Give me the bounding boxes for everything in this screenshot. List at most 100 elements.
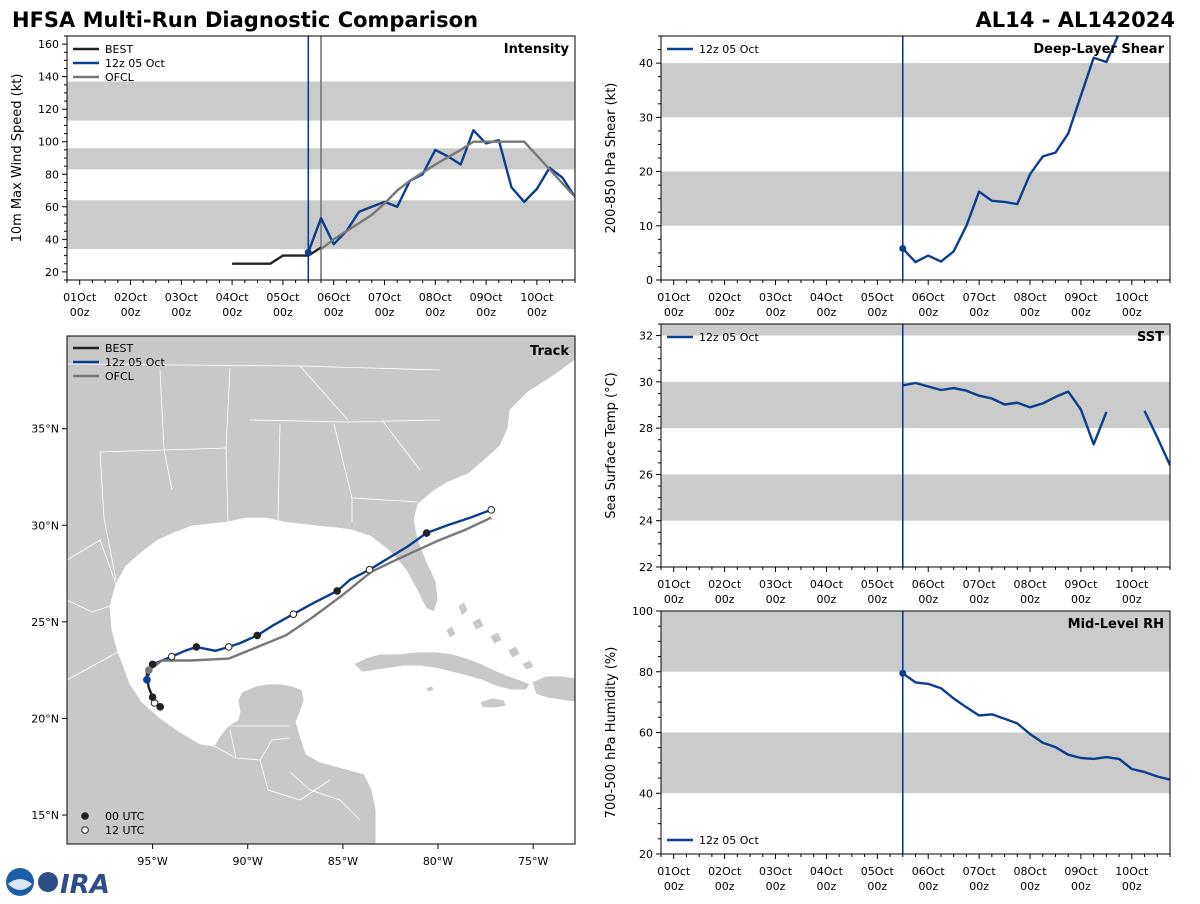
track-lat-label: 30°N (31, 519, 59, 532)
intensity-xtick-label-hour: 00z (425, 306, 445, 319)
rh-ytick-label: 20 (639, 848, 653, 861)
rh-xtick-label-date: 03Oct (759, 865, 793, 878)
track-marker-legend-label: 00 UTC (105, 810, 145, 823)
sst-ytick-label: 26 (639, 468, 653, 481)
intensity-xtick-label-date: 07Oct (368, 291, 402, 304)
intensity-series-2 (320, 140, 575, 251)
track-lon-label: 75°W (518, 855, 548, 868)
track-marker-00utc (333, 587, 341, 595)
intensity-series-0 (232, 246, 322, 265)
intensity-legend-label: BEST (105, 43, 133, 56)
shear-xtick-label-hour: 00z (867, 306, 887, 319)
shear-xtick-label-hour: 00z (817, 306, 837, 319)
land-jamaica (479, 697, 507, 709)
rh-title: Mid-Level RH (1068, 617, 1164, 632)
track-marker-00utc (422, 529, 431, 537)
sst-panel: 22 24 26 28 30 32 01Oct 00z 02Oct 00z 03Oct 00z 04Oc… (604, 323, 1171, 606)
cira-logo: IRA (6, 868, 110, 900)
sst-xtick-label-date: 01Oct (657, 578, 691, 591)
shear-xtick-label-hour: 00z (1122, 306, 1142, 319)
shear-xtick-label-hour: 00z (969, 306, 989, 319)
sst-xtick-label-date: 04Oct (810, 578, 844, 591)
sst-xtick-label-date: 05Oct (861, 578, 895, 591)
sst-ytick-label: 28 (639, 422, 653, 435)
sst-ytick-label: 32 (639, 330, 653, 343)
track-legend-label: 12z 05 Oct (105, 356, 165, 369)
sst-xtick-label-date: 02Oct (708, 578, 742, 591)
track-start-marker (143, 676, 151, 684)
intensity-xtick-label-hour: 00z (476, 306, 496, 319)
shear-ytick-label: 0 (646, 274, 653, 287)
sst-xtick-label-date: 08Oct (1014, 578, 1048, 591)
shear-xtick-label-date: 07Oct (963, 291, 997, 304)
shear-ylabel: 200-850 hPa Shear (kt) (604, 83, 619, 234)
sst-xtick-label-hour: 00z (664, 593, 684, 606)
rh-ytick-label: 80 (639, 666, 653, 679)
rh-series-group (902, 672, 1170, 781)
rh-xtick-label-hour: 00z (867, 880, 887, 893)
map-frame (66, 335, 576, 845)
track-marker-12utc (487, 506, 496, 514)
track-legend-label: OFCL (105, 370, 135, 383)
track-marker-legend-label: 12 UTC (105, 824, 145, 837)
sst-series-1 (1143, 410, 1170, 466)
shear-ytick-label: 30 (639, 111, 653, 124)
shear-band-0 (661, 171, 1170, 226)
track-ofcl-start-marker (145, 666, 153, 674)
intensity-xtick-label-date: 03Oct (165, 291, 199, 304)
map-borders (67, 363, 441, 821)
sst-band-0 (661, 474, 1170, 521)
land-bahamas-2 (471, 617, 485, 631)
intensity-xtick-label-date: 02Oct (114, 291, 148, 304)
rh-xtick-label-hour: 00z (1122, 880, 1142, 893)
track-marker-12utc (365, 565, 374, 574)
shear-xtick-label-hour: 00z (1020, 306, 1040, 319)
shear-series-group (901, 36, 1120, 264)
sst-ytick-label: 24 (639, 515, 653, 528)
land-bahamas-1 (457, 601, 469, 617)
sst-xtick-label-hour: 00z (766, 593, 786, 606)
intensity-ytick-label: 120 (38, 103, 59, 116)
track-marker-legend-symbol (81, 826, 89, 834)
shear-xtick-label-date: 06Oct (912, 291, 946, 304)
track-marker-00utc (156, 703, 165, 711)
rh-xtick-label-date: 07Oct (963, 865, 997, 878)
rh-xtick-label-hour: 00z (766, 880, 786, 893)
track-lat-label: 35°N (31, 423, 59, 436)
land-bahamas-5 (445, 625, 457, 639)
rh-xtick-label-hour: 00z (715, 880, 735, 893)
intensity-start-marker (304, 248, 312, 256)
land-bahamas-3 (489, 631, 503, 645)
sst-xtick-label-date: 03Oct (759, 578, 793, 591)
intensity-title: Intensity (504, 42, 570, 57)
sst-xtick-label-hour: 00z (715, 593, 735, 606)
rh-xtick-label-hour: 00z (817, 880, 837, 893)
sst-band-2 (661, 324, 1170, 336)
shear-ytick-label: 20 (639, 166, 653, 179)
land-hispaniola (531, 675, 575, 703)
sst-xtick-label-date: 07Oct (963, 578, 997, 591)
track-marker-00utc (192, 643, 201, 651)
intensity-series-1 (307, 129, 575, 253)
shear-band-1 (661, 63, 1170, 118)
intensity-ytick-label: 20 (45, 266, 59, 279)
intensity-xtick-label-date: 09Oct (470, 291, 504, 304)
rh-ylabel: 700-500 hPa Humidity (%) (604, 647, 619, 819)
sst-xtick-label-hour: 00z (1071, 593, 1091, 606)
intensity-xtick-label-hour: 00z (222, 306, 242, 319)
rh-panel: 20 40 60 80 100 01Oct 00z 02Oct 00z 03Oct 00z 04Oct… (604, 605, 1171, 893)
shear-xtick-label-date: 02Oct (708, 291, 742, 304)
shear-panel: 0 10 20 30 40 01Oct 00z 02Oct 00z 03Oct 00z 04Oct 00… (604, 35, 1171, 319)
intensity-xtick-label-date: 10Oct (520, 291, 554, 304)
track-marker-12utc (289, 610, 298, 618)
rh-band-0 (661, 732, 1170, 794)
rh-xtick-label-date: 05Oct (861, 865, 895, 878)
sst-xtick-label-hour: 00z (969, 593, 989, 606)
intensity-xtick-label-hour: 00z (70, 306, 90, 319)
intensity-xtick-label-hour: 00z (273, 306, 293, 319)
sst-series-0 (902, 381, 1108, 446)
intensity-xtick-label-date: 05Oct (266, 291, 300, 304)
sst-title: SST (1137, 330, 1164, 345)
